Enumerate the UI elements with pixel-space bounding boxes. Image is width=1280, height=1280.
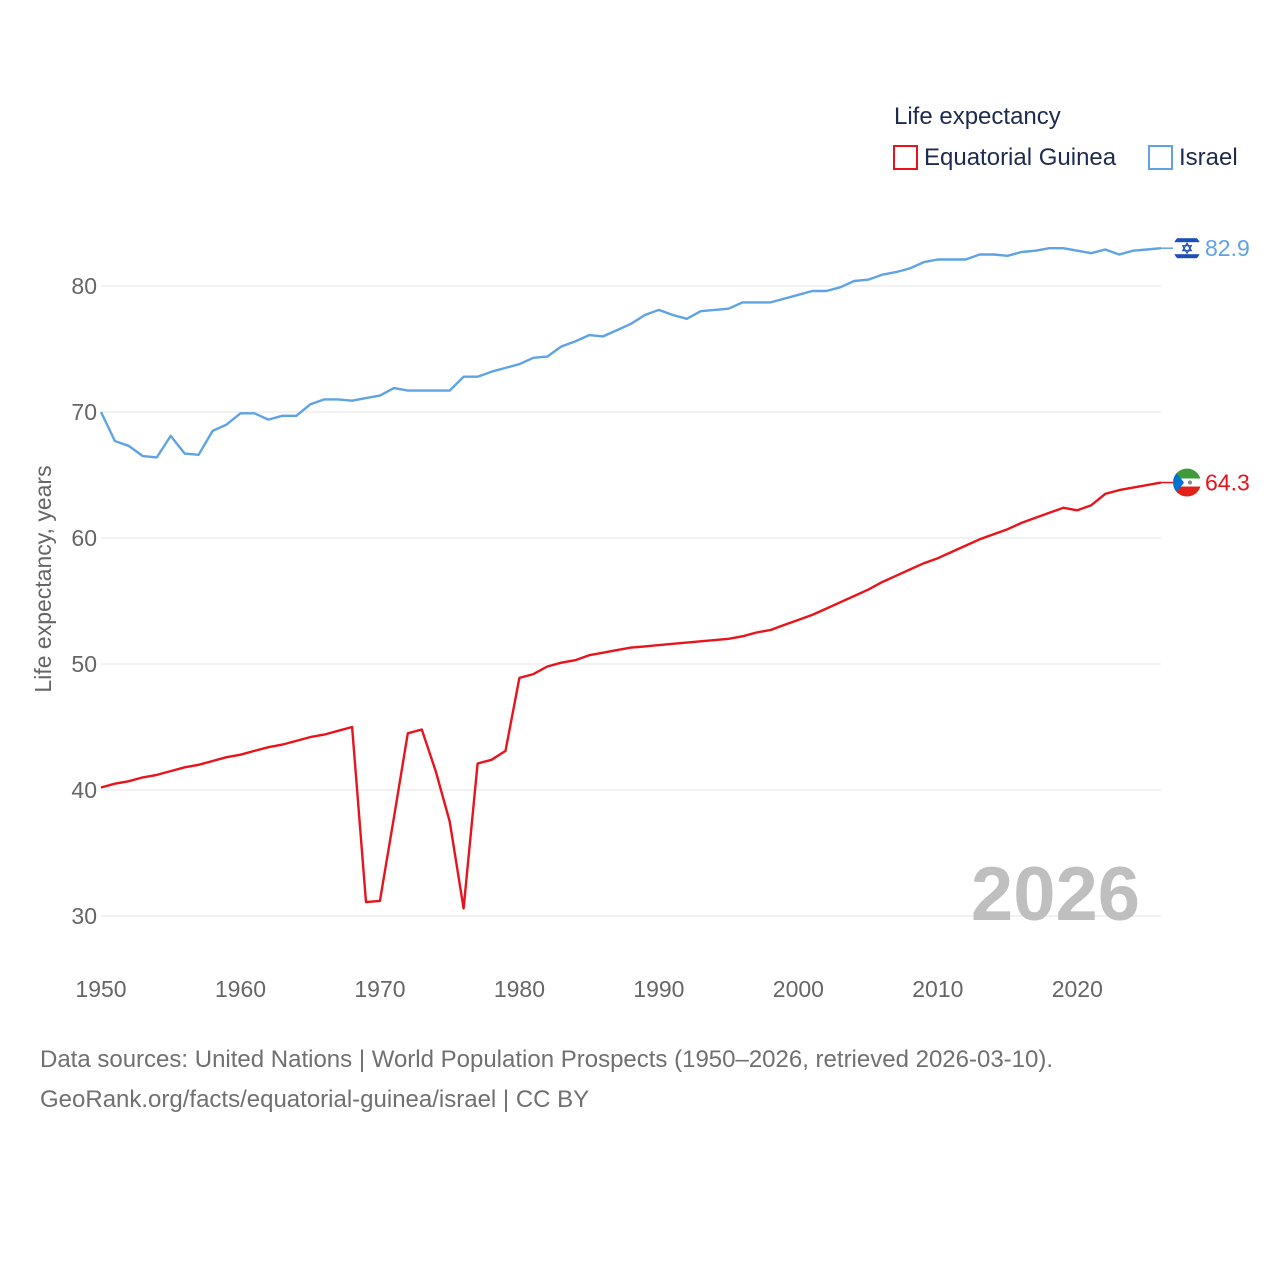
legend-swatch-equatorial-guinea (893, 145, 918, 170)
year-stamp: 2026 (971, 852, 1140, 937)
equatorial-guinea-end-marker: 64.3 (1161, 468, 1250, 497)
footer: Data sources: United Nations | World Pop… (40, 1040, 1240, 1120)
israel-end-value: 82.9 (1205, 235, 1250, 261)
y-tick-label: 70 (71, 399, 97, 425)
equatorial-guinea-end-value: 64.3 (1205, 470, 1250, 496)
x-tick-label: 2010 (912, 976, 963, 1002)
data-source-note: Data sources: United Nations | World Pop… (40, 1046, 1054, 1073)
legend-item-equatorial-guinea[interactable]: Equatorial Guinea (893, 144, 1117, 171)
series-line-israel (99, 246, 1162, 459)
y-tick-label: 40 (71, 777, 97, 803)
series-lines (99, 246, 1162, 910)
legend-title: Life expectancy (894, 103, 1061, 130)
x-axis-ticks: 1950 1960 1970 1980 1990 2000 2010 2020 (75, 976, 1102, 1002)
x-tick-label: 1990 (633, 976, 684, 1002)
x-tick-label: 1960 (215, 976, 266, 1002)
israel-end-marker: 82.9 (1161, 234, 1250, 263)
x-tick-label: 1950 (75, 976, 126, 1002)
x-tick-label: 1980 (494, 976, 545, 1002)
gridlines (101, 285, 1161, 917)
y-axis-ticks: 30 40 50 60 70 80 (71, 273, 97, 929)
israel-flag-icon (1173, 234, 1201, 263)
y-axis-title: Life expectancy, years (30, 465, 56, 692)
legend-item-israel[interactable]: Israel (1148, 144, 1238, 171)
x-tick-label: 1970 (354, 976, 405, 1002)
legend-swatch-israel (1148, 145, 1173, 170)
series-line-equatorial-guinea (100, 481, 1162, 910)
x-tick-label: 2020 (1052, 976, 1103, 1002)
legend-label-equatorial-guinea: Equatorial Guinea (924, 144, 1117, 171)
x-tick-label: 2000 (773, 976, 824, 1002)
y-tick-label: 60 (71, 525, 97, 551)
legend-label-israel: Israel (1179, 144, 1238, 171)
y-tick-label: 50 (71, 651, 97, 677)
y-tick-label: 80 (71, 273, 97, 299)
y-tick-label: 30 (71, 903, 97, 929)
attribution-link[interactable]: GeoRank.org/facts/equatorial-guinea/isra… (40, 1086, 590, 1113)
equatorial-guinea-flag-icon (1173, 468, 1201, 497)
